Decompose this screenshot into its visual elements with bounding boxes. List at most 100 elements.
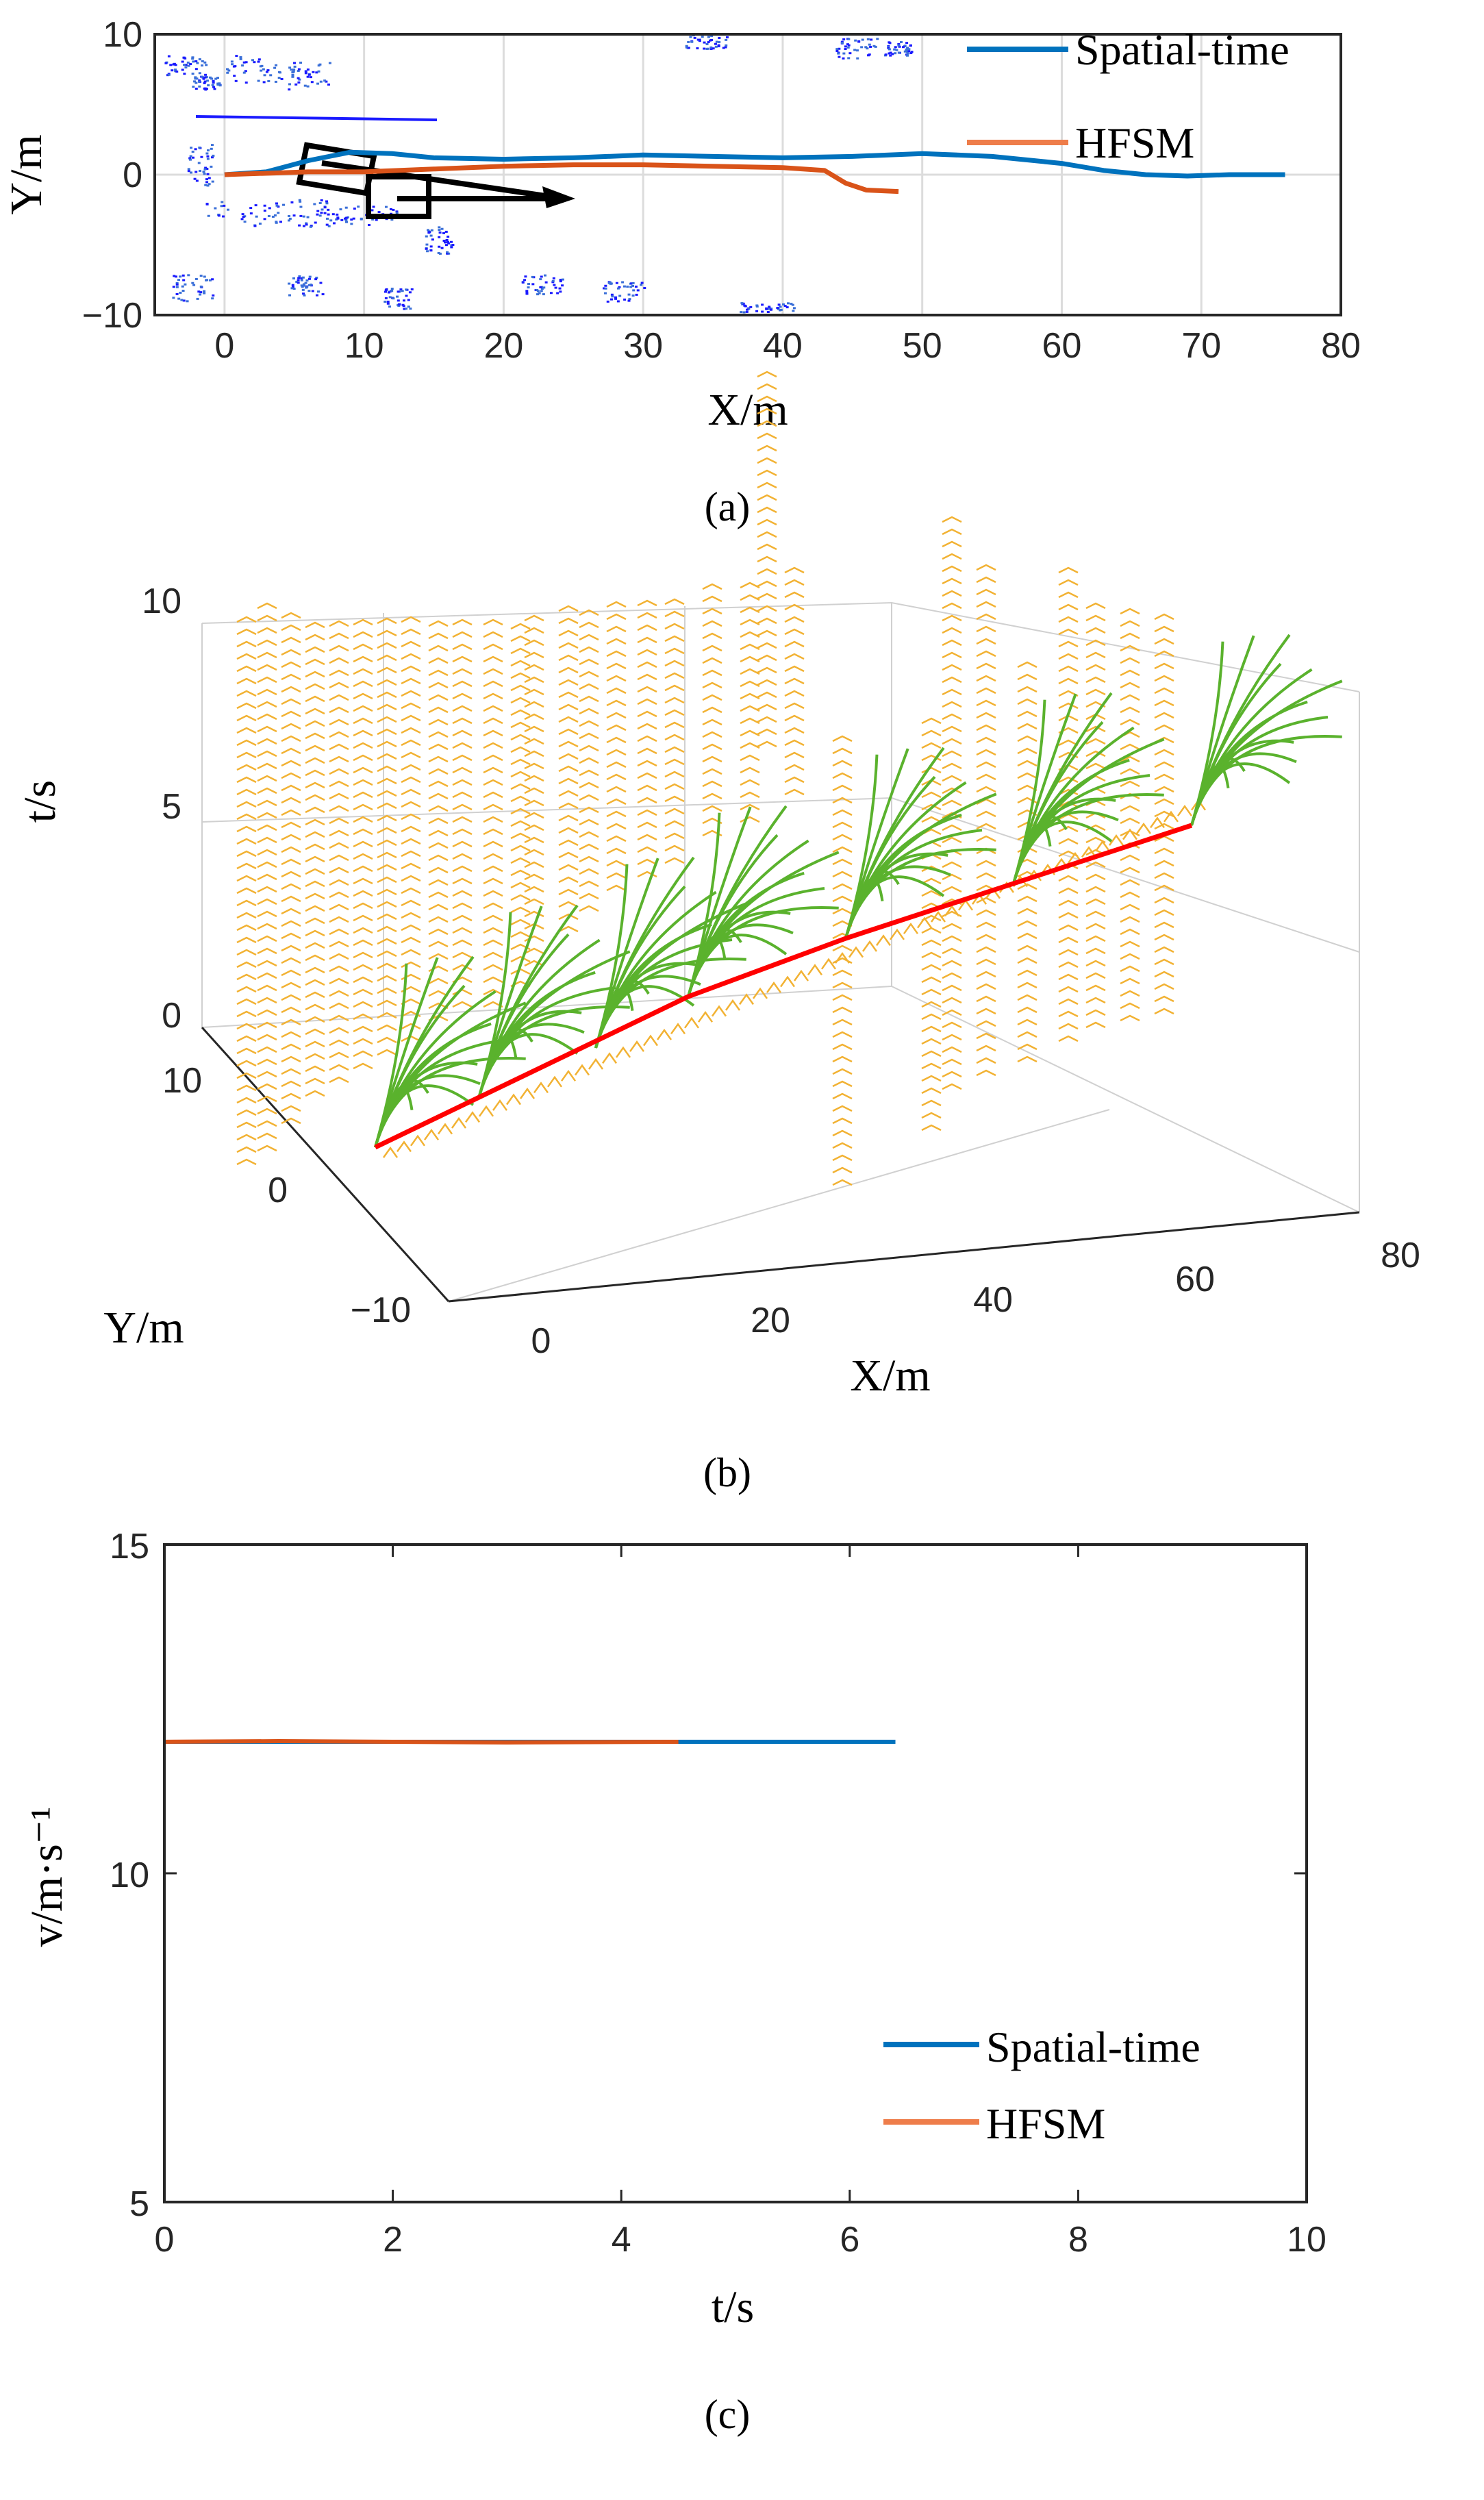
lidar-point	[271, 215, 275, 218]
occupancy-mark	[1017, 945, 1037, 952]
xtick-b-40: 40	[973, 1280, 1013, 1320]
occupancy-mark	[377, 666, 397, 674]
lidar-point	[189, 155, 192, 158]
occupancy-mark	[1154, 971, 1174, 978]
lidar-point	[302, 225, 305, 227]
occupancy-mark	[281, 957, 301, 964]
lidar-point	[872, 45, 876, 47]
occupancy-mark	[832, 1166, 853, 1174]
lidar-point	[277, 212, 280, 214]
occupancy-mark	[757, 395, 777, 403]
lidar-point	[206, 173, 210, 175]
lidar-point	[258, 223, 262, 225]
occupancy-mark	[942, 1071, 962, 1078]
lidar-point	[266, 69, 270, 72]
occupancy-mark	[524, 701, 544, 708]
occupancy-mark	[483, 729, 503, 737]
occupancy-mark	[524, 886, 544, 893]
occupancy-mark	[401, 751, 421, 759]
lidar-point	[786, 302, 790, 305]
lidar-point	[299, 62, 303, 64]
lidar-point	[315, 276, 318, 279]
lidar-point	[253, 61, 256, 64]
lidar-point	[212, 86, 216, 88]
occupancy-mark	[236, 788, 257, 796]
occupancy-mark	[305, 708, 325, 715]
occupancy-mark	[942, 540, 962, 548]
ytick-b-0: 0	[268, 1171, 288, 1210]
occupancy-mark	[740, 803, 760, 811]
lidar-point	[320, 208, 324, 211]
occupancy-mark	[579, 880, 599, 888]
occupancy-mark	[1120, 632, 1140, 640]
occupancy-mark	[832, 1105, 853, 1112]
lidar-point	[216, 77, 220, 79]
occupancy-mark	[510, 697, 531, 704]
occupancy-mark	[784, 751, 805, 759]
occupancy-mark	[579, 782, 599, 789]
occupancy-mark	[637, 599, 657, 607]
occupancy-mark	[1085, 762, 1106, 770]
occupancy-mark	[784, 579, 805, 586]
occupancy-mark	[976, 1020, 996, 1027]
occupancy-mark	[452, 742, 473, 749]
occupancy-mark	[377, 716, 397, 723]
lidar-point	[277, 71, 281, 73]
occupancy-mark	[524, 713, 544, 721]
lidar-point	[177, 297, 181, 300]
occupancy-mark	[401, 862, 421, 870]
lidar-point	[196, 297, 199, 300]
occupancy-mark	[832, 969, 853, 977]
occupancy-mark	[377, 679, 397, 686]
lidar-point	[191, 58, 194, 60]
lidar-point	[332, 222, 336, 225]
lidar-point	[298, 275, 301, 277]
lidar-point	[184, 64, 188, 66]
occupancy-mark	[305, 929, 325, 937]
occupancy-mark	[401, 825, 421, 833]
occupancy-mark	[428, 953, 449, 960]
occupancy-mark	[757, 371, 777, 378]
lidar-point	[202, 171, 205, 173]
occupancy-mark	[305, 1040, 325, 1048]
lidar-point	[438, 252, 442, 255]
lidar-point	[198, 85, 201, 88]
lidar-point	[447, 236, 450, 238]
occupancy-mark	[257, 775, 277, 782]
occupancy-mark	[832, 1055, 853, 1063]
lidar-point	[265, 71, 268, 73]
occupancy-mark	[558, 716, 579, 723]
occupancy-mark	[281, 723, 301, 730]
occupancy-mark	[428, 879, 449, 886]
lidar-point	[447, 242, 451, 245]
occupancy-mark	[942, 824, 962, 832]
occupancy-mark	[281, 821, 301, 829]
occupancy-mark	[377, 617, 397, 625]
lidar-point	[275, 221, 278, 224]
lidar-point	[206, 79, 210, 82]
lidar-point	[844, 45, 847, 48]
occupancy-mark	[257, 997, 277, 1004]
occupancy-mark	[377, 851, 397, 859]
occupancy-mark	[757, 518, 777, 526]
lidar-point	[371, 218, 375, 221]
occupancy-mark	[1085, 664, 1106, 671]
occupancy-mark	[560, 1070, 577, 1082]
occupancy-mark	[281, 883, 301, 890]
occupancy-mark	[428, 977, 449, 985]
lidar-point	[210, 147, 213, 150]
lidar-point	[221, 201, 224, 203]
occupancy-mark	[976, 662, 996, 670]
lidar-point	[194, 68, 198, 71]
lidar-point	[636, 289, 640, 292]
lidar-point	[204, 184, 207, 186]
lidar-point	[428, 231, 431, 234]
legend-a-spatial: Spatial-time	[1075, 25, 1290, 74]
occupancy-mark	[637, 784, 657, 792]
lidar-point	[314, 221, 317, 224]
occupancy-mark	[832, 982, 853, 989]
occupancy-mark	[236, 677, 257, 685]
lidar-point	[438, 245, 441, 248]
occupancy-mark	[464, 1111, 481, 1123]
lidar-point	[251, 59, 255, 62]
